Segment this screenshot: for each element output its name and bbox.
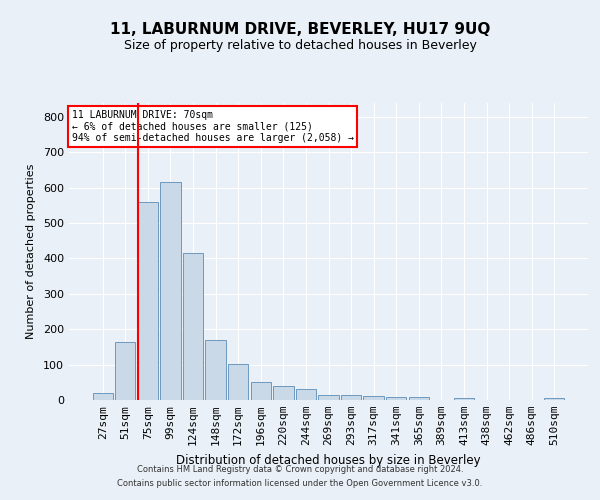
Bar: [228, 364, 248, 400]
Text: 11, LABURNUM DRIVE, BEVERLEY, HU17 9UQ: 11, LABURNUM DRIVE, BEVERLEY, HU17 9UQ: [110, 22, 490, 38]
Text: Size of property relative to detached houses in Beverley: Size of property relative to detached ho…: [124, 38, 476, 52]
Bar: [183, 253, 203, 400]
Bar: [273, 386, 293, 400]
Bar: [319, 394, 338, 400]
Text: Contains HM Land Registry data © Crown copyright and database right 2024.: Contains HM Land Registry data © Crown c…: [137, 466, 463, 474]
Bar: [160, 182, 181, 400]
Bar: [138, 202, 158, 400]
Bar: [296, 390, 316, 400]
Y-axis label: Number of detached properties: Number of detached properties: [26, 164, 36, 339]
Text: Contains public sector information licensed under the Open Government Licence v3: Contains public sector information licen…: [118, 479, 482, 488]
Bar: [386, 397, 406, 400]
Text: 11 LABURNUM DRIVE: 70sqm
← 6% of detached houses are smaller (125)
94% of semi-d: 11 LABURNUM DRIVE: 70sqm ← 6% of detache…: [71, 110, 353, 143]
X-axis label: Distribution of detached houses by size in Beverley: Distribution of detached houses by size …: [176, 454, 481, 466]
Bar: [251, 382, 271, 400]
Bar: [409, 397, 429, 400]
Bar: [92, 393, 113, 400]
Bar: [454, 398, 474, 400]
Bar: [364, 396, 384, 400]
Bar: [544, 398, 565, 400]
Bar: [205, 340, 226, 400]
Bar: [341, 396, 361, 400]
Bar: [115, 342, 136, 400]
